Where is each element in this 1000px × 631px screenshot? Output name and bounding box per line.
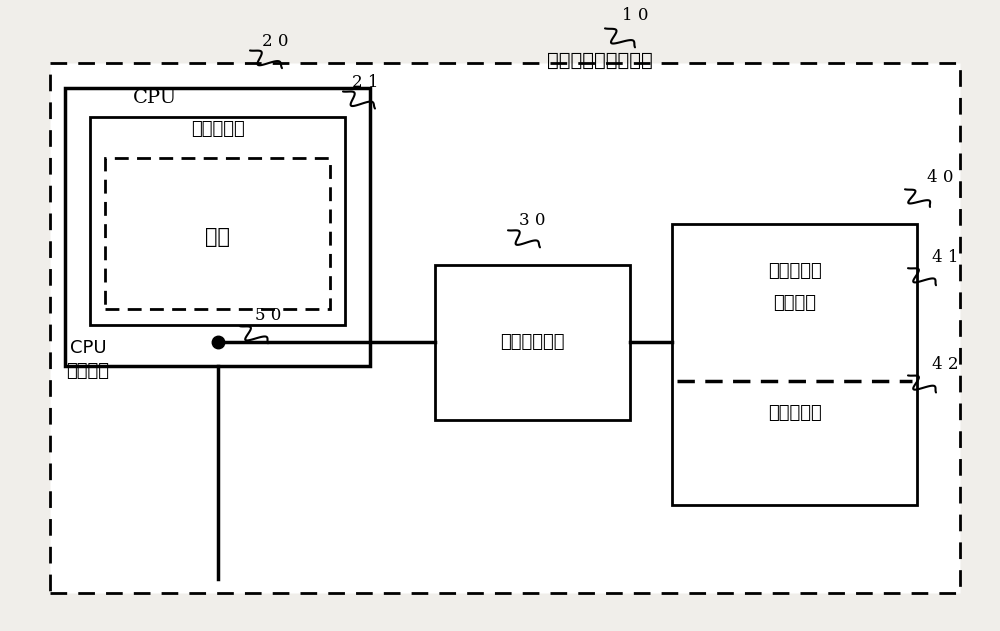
Text: 软件: 软件 [206,227,230,247]
Text: 4 1: 4 1 [932,249,958,266]
Text: 4 0: 4 0 [927,170,953,186]
Text: 4 2: 4 2 [932,357,958,373]
Bar [65,88,370,366]
Text: 存储器故障诊断装置: 存储器故障诊断装置 [547,50,653,69]
Text: 非诊断区域: 非诊断区域 [768,404,822,422]
Bar [435,265,630,420]
Text: 数据存储器: 数据存储器 [768,262,822,280]
Text: 诊断区域: 诊断区域 [774,294,816,312]
Text: 1 0: 1 0 [622,8,648,24]
Text: 3 0: 3 0 [519,213,545,229]
Text: 程序存储器: 程序存储器 [191,121,245,138]
Text: 存储器接口部: 存储器接口部 [500,333,564,351]
Text: CPU: CPU [133,89,177,107]
Text: 2 1: 2 1 [352,74,378,90]
Bar [105,158,330,309]
Bar [90,117,345,325]
Text: 2 0: 2 0 [262,33,288,49]
Text: CPU
外部总线: CPU 外部总线 [66,339,110,380]
Text: 5 0: 5 0 [255,307,281,324]
Bar [672,224,917,505]
Bar [50,63,960,593]
